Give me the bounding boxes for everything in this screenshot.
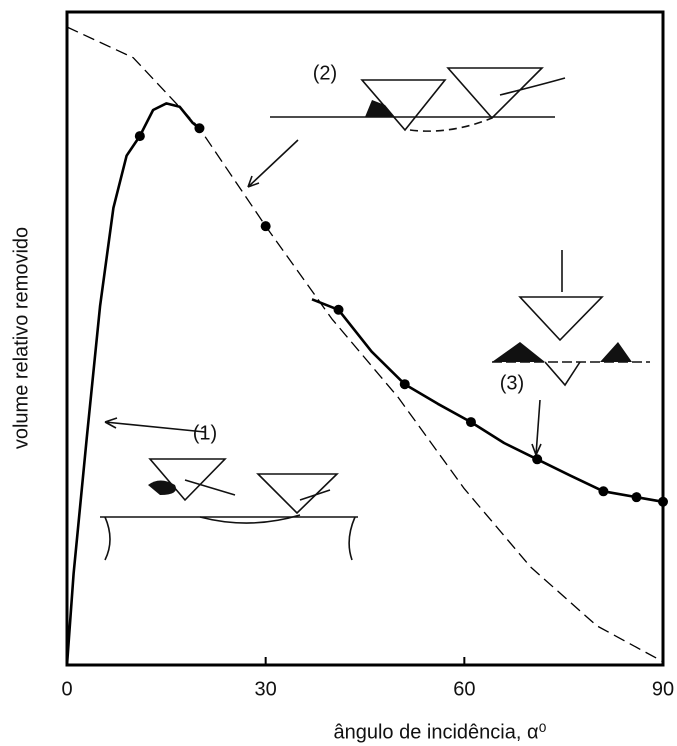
data-point xyxy=(532,454,542,464)
annotation: (2) xyxy=(313,62,337,84)
annotation: (1) xyxy=(193,422,217,444)
inset-sketches xyxy=(100,68,650,560)
data-point xyxy=(135,131,145,141)
data-point xyxy=(400,379,410,389)
data-point xyxy=(598,486,608,496)
plot-frame xyxy=(67,12,663,665)
x-tick-label: 30 xyxy=(255,678,277,700)
x-tick-label: 60 xyxy=(453,678,475,700)
solid-line xyxy=(67,103,663,665)
data-point xyxy=(334,305,344,315)
data-point xyxy=(632,492,642,502)
data-point xyxy=(261,221,271,231)
data-point xyxy=(466,417,476,427)
data-point xyxy=(194,123,204,133)
page: {"chart_data": {"type": "line", "xlabel"… xyxy=(0,0,677,746)
y-axis-label: volume relativo removido xyxy=(10,227,32,449)
chart: ângulo de incidência, α⁰ volume relativo… xyxy=(0,0,677,746)
x-tick-label: 0 xyxy=(61,678,72,700)
data-point xyxy=(658,497,668,507)
x-axis-label: ângulo de incidência, α⁰ xyxy=(333,721,546,743)
x-tick-label: 90 xyxy=(652,678,674,700)
annotation: (3) xyxy=(500,372,524,394)
